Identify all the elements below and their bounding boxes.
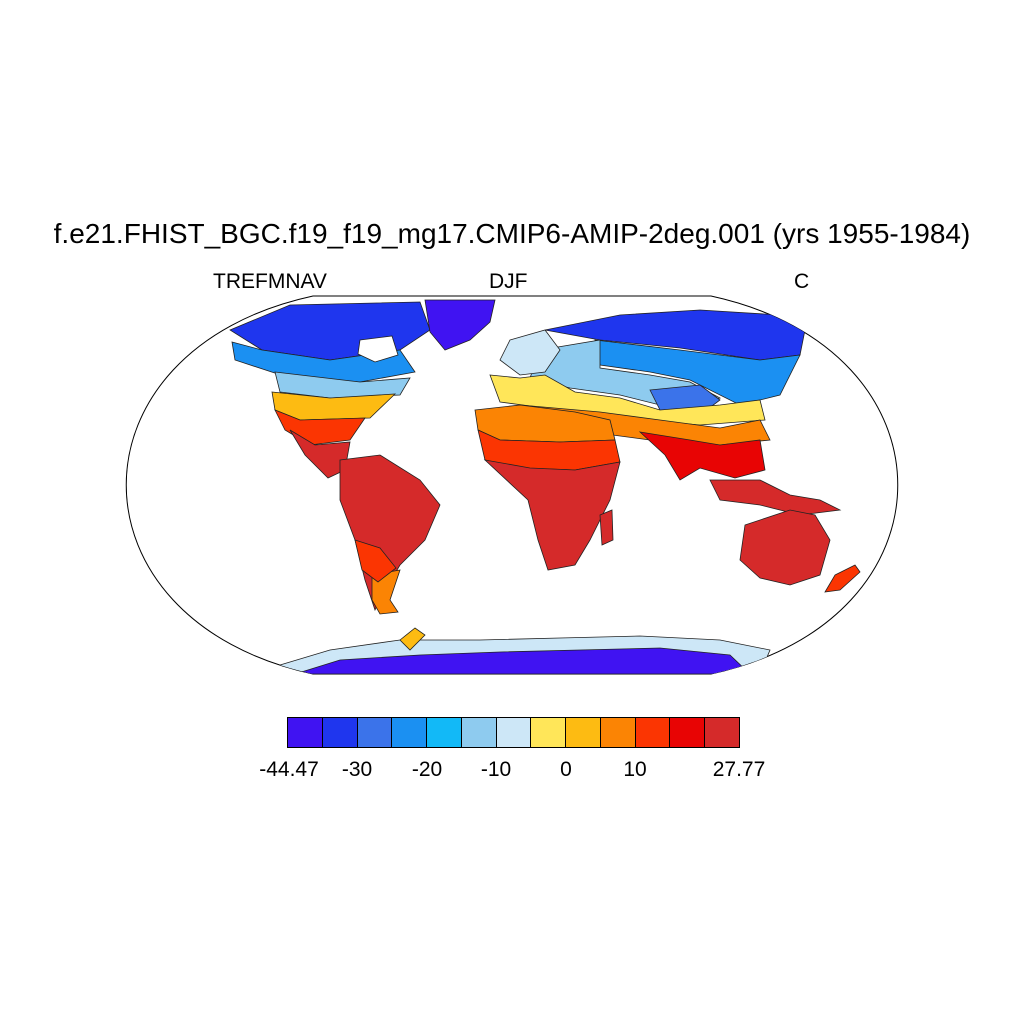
colorbar-tick-label: -20 <box>411 758 443 781</box>
units-label: C <box>794 270 810 293</box>
color-swatch <box>288 718 323 747</box>
color-swatch <box>600 718 636 747</box>
landmass-india-seasia <box>638 431 766 481</box>
landmass-africa-central <box>483 459 621 571</box>
colorbar-tick-label: 10 <box>623 758 647 781</box>
colorbar-tick-label: -30 <box>341 758 373 781</box>
color-swatch <box>392 718 428 747</box>
landmass-south-america-patagonia <box>354 539 397 583</box>
color-swatch <box>496 718 532 747</box>
landmass-north-america-mid <box>274 371 411 399</box>
plot-title: f.e21.FHIST_BGC.f19_f19_mg17.CMIP6-AMIP-… <box>53 218 971 249</box>
landmass-indonesia <box>709 479 842 516</box>
color-swatch <box>705 718 739 747</box>
landmass-australia <box>739 509 831 586</box>
colorbar-ticks: -44.47 -30 -20 -10 0 10 27.77 <box>0 758 1024 788</box>
color-swatch <box>670 718 706 747</box>
landmass-new-zealand <box>824 564 861 593</box>
colorbar <box>287 717 740 748</box>
color-swatch <box>322 718 358 747</box>
colorbar-tick-label: -10 <box>480 758 512 781</box>
landmass-eurasia-arctic <box>544 309 806 361</box>
color-swatch <box>357 718 393 747</box>
landmass-europe-west <box>499 329 561 376</box>
colorbar-tick-label: 27.77 <box>712 758 766 781</box>
color-swatch <box>427 718 462 747</box>
colorbar-tick-label: 0 <box>560 758 572 781</box>
colorbar-tick-label: -44.47 <box>259 758 319 781</box>
landmass-madagascar <box>599 509 614 546</box>
color-swatch <box>531 718 567 747</box>
color-swatch <box>461 718 497 747</box>
antarctic-peninsula <box>399 627 426 651</box>
color-swatch <box>635 718 671 747</box>
season-label: DJF <box>489 270 528 293</box>
landmass-greenland <box>424 299 496 351</box>
variable-label: TREFMNAV <box>213 270 327 293</box>
color-swatch <box>566 718 601 747</box>
hudson-bay <box>357 335 399 363</box>
